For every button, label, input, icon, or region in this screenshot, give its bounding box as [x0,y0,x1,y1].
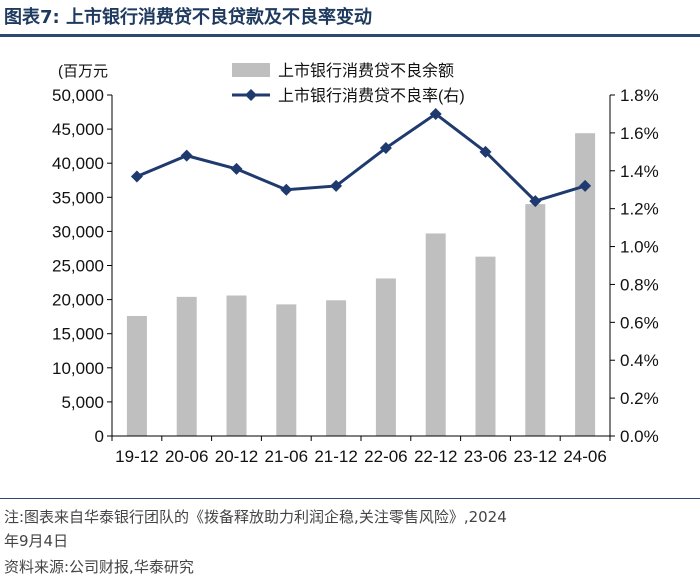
bar-23-06 [475,256,496,436]
rate-point-22-12 [429,107,442,120]
y-right-tick-label: 1.8% [620,86,659,105]
rate-line [136,112,586,203]
y-right-tick-label: 0.0% [620,427,659,446]
y-left-tick-label: 5,000 [61,393,104,412]
y-left-unit-label: (百万元 [58,63,108,80]
rate-point-22-06 [379,142,392,155]
x-tick-label: 21-06 [265,447,308,466]
y-left-tick-label: 30,000 [52,222,104,241]
rate-point-23-12 [529,195,542,208]
x-tick-label: 20-12 [215,447,258,466]
x-tick-label: 19-12 [115,447,158,466]
x-tick-label: 22-06 [364,447,407,466]
bar-20-06 [176,296,197,436]
rate-point-20-06 [180,149,193,162]
bar-23-12 [525,204,546,436]
y-left-tick-label: 25,000 [52,257,104,276]
y-right-tick-label: 1.4% [620,162,659,181]
x-tick-label: 24-06 [563,447,606,466]
y-right-tick-label: 1.2% [620,200,659,219]
legend-line-marker [245,89,257,101]
rate-point-19-12 [130,170,143,183]
y-left-tick-label: 10,000 [52,359,104,378]
rate-point-23-06 [479,145,492,158]
note-line-1: 注:图表来自华泰银行团队的《拨备释放助力利润企稳,关注零售风险》,2024 [4,508,507,526]
y-left-tick-label: 45,000 [52,120,104,139]
rate-point-21-06 [280,183,293,196]
y-left-tick-label: 0 [95,427,104,446]
note-line-2: 年9月4日 [4,532,69,550]
bar-19-12 [126,315,147,436]
footer-divider [0,498,700,499]
x-tick-label: 23-12 [514,447,557,466]
legend-line-label: 上市银行消费贷不良率(右) [278,87,465,105]
bar-22-06 [375,278,396,436]
y-right-tick-label: 0.4% [620,351,659,370]
bar-24-06 [575,133,596,436]
x-tick-label: 23-06 [464,447,507,466]
x-tick-label: 20-06 [165,447,208,466]
y-right-tick-label: 0.8% [620,275,659,294]
legend-bar-swatch [232,63,270,77]
bar-21-06 [276,304,297,436]
y-right-tick-label: 1.6% [620,124,659,143]
y-left-tick-label: 35,000 [52,188,104,207]
x-tick-label: 21-12 [314,447,357,466]
bar-21-12 [326,300,347,436]
y-right-tick-label: 0.2% [620,389,659,408]
legend-bar-label: 上市银行消费贷不良余额 [278,61,454,80]
rate-point-20-12 [230,162,243,175]
bar-22-12 [425,233,446,436]
y-right-tick-label: 0.6% [620,313,659,332]
ticks-layer: 0 5,000 10,000 15,000 20,000 25,000 30,000 35,0… [52,86,659,466]
y-left-tick-label: 15,000 [52,325,104,344]
line-layer [130,107,592,208]
y-right-tick-label: 1.0% [620,238,659,257]
rate-point-24-06 [579,179,592,192]
x-tick-label: 22-12 [414,447,457,466]
chart: 0 5,000 10,000 15,000 20,000 25,000 30,000 35,0… [52,61,659,466]
y-left-tick-label: 20,000 [52,291,104,310]
source-line: 资料来源:公司财报,华泰研究 [4,558,194,576]
y-left-tick-label: 50,000 [52,86,104,105]
title-divider [0,34,700,37]
y-left-tick-label: 40,000 [52,154,104,173]
bars-layer [126,133,596,436]
figure-title: 图表7: 上市银行消费贷不良贷款及不良率变动 [4,7,372,28]
bar-20-12 [226,295,247,436]
rate-point-21-12 [330,179,343,192]
